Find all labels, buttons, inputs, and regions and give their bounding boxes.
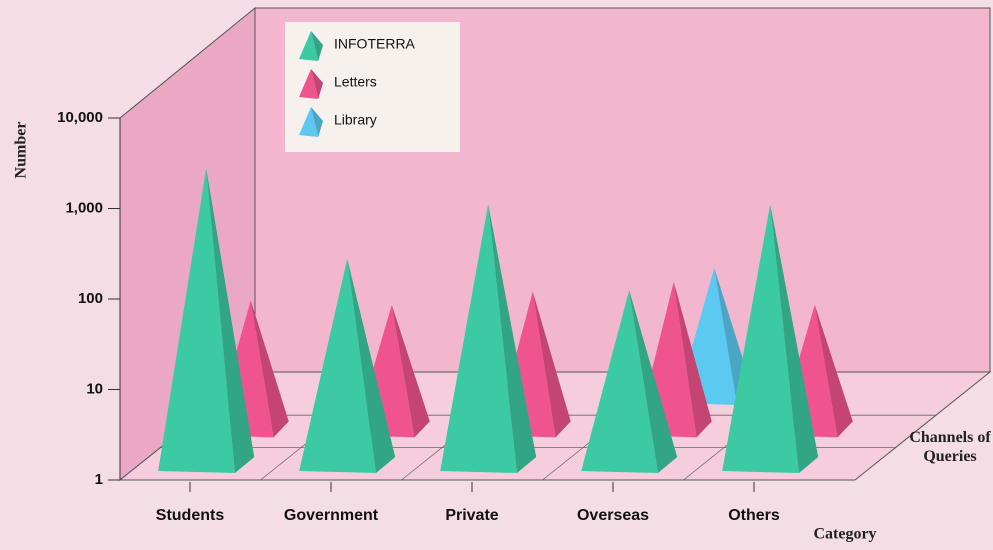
pyramid-side [770, 204, 819, 474]
pyramid-side [311, 69, 323, 99]
pyramid-shade [250, 300, 289, 438]
pyramid-side [391, 304, 430, 438]
pyramid-shade [770, 204, 819, 474]
pyramid-shade [391, 304, 430, 438]
pyramid-side [532, 291, 571, 438]
pyramid-shade [311, 31, 323, 61]
x-tick-label: Students [156, 507, 225, 524]
legend-icon [299, 69, 323, 99]
pyramid-front [158, 168, 235, 474]
pyramid-shade [488, 204, 537, 474]
x-tick-label: Private [445, 507, 498, 524]
pyramid-shade [206, 168, 255, 474]
pyramid-front [722, 204, 799, 474]
x-tick-label: Overseas [577, 507, 649, 524]
legend-label: Letters [334, 74, 377, 90]
pyramid-side [250, 300, 289, 438]
pyramid-side [673, 281, 712, 438]
pyramid-shade [629, 290, 678, 474]
y-tick-label: 1,000 [65, 199, 103, 216]
depth-axis-title: Channels of Queries [909, 429, 991, 465]
pyramid-front [299, 69, 319, 99]
pyramid-shade [347, 258, 396, 474]
pyramid-shade [673, 281, 712, 438]
pyramid-front [299, 258, 376, 474]
legend-icon [299, 107, 323, 137]
pyramid-shade [311, 69, 323, 99]
pyramid [722, 204, 819, 474]
pyramid-side [488, 204, 537, 474]
legend-label: INFOTERRA [334, 36, 416, 52]
pyramid-side [311, 107, 323, 137]
pyramid-shade [311, 107, 323, 137]
pyramid-side [629, 290, 678, 474]
legend-icon [299, 31, 323, 61]
pyramid-front [581, 290, 658, 474]
pyramid [581, 290, 678, 474]
y-tick-label: 1 [95, 471, 103, 488]
pyramid [158, 168, 255, 474]
pyramid-shade [814, 304, 853, 438]
pyramid [440, 204, 537, 474]
y-axis: 1 10 100 1,000 10,000 [57, 109, 121, 488]
pyramid-side [311, 31, 323, 61]
pyramid-front [440, 204, 517, 474]
y-axis-title: Number [13, 122, 30, 179]
pyramid [299, 258, 396, 474]
y-tick-label: 100 [78, 290, 103, 307]
pyramid-side [206, 168, 255, 474]
pyramid-side [347, 258, 396, 474]
x-tick-label: Government [284, 507, 379, 524]
y-tick-label: 10,000 [57, 109, 103, 126]
pyramid-side [814, 304, 853, 438]
legend-label: Library [334, 112, 377, 128]
pyramid-shade [532, 291, 571, 438]
x-tick-label: Others [728, 507, 780, 524]
plot: INFOTERRA Letters Library [158, 31, 853, 474]
y-tick-label: 10 [86, 380, 103, 397]
pyramid-front [299, 31, 319, 61]
pyramid-front [299, 107, 319, 137]
x-axis-title: Category [813, 526, 876, 543]
